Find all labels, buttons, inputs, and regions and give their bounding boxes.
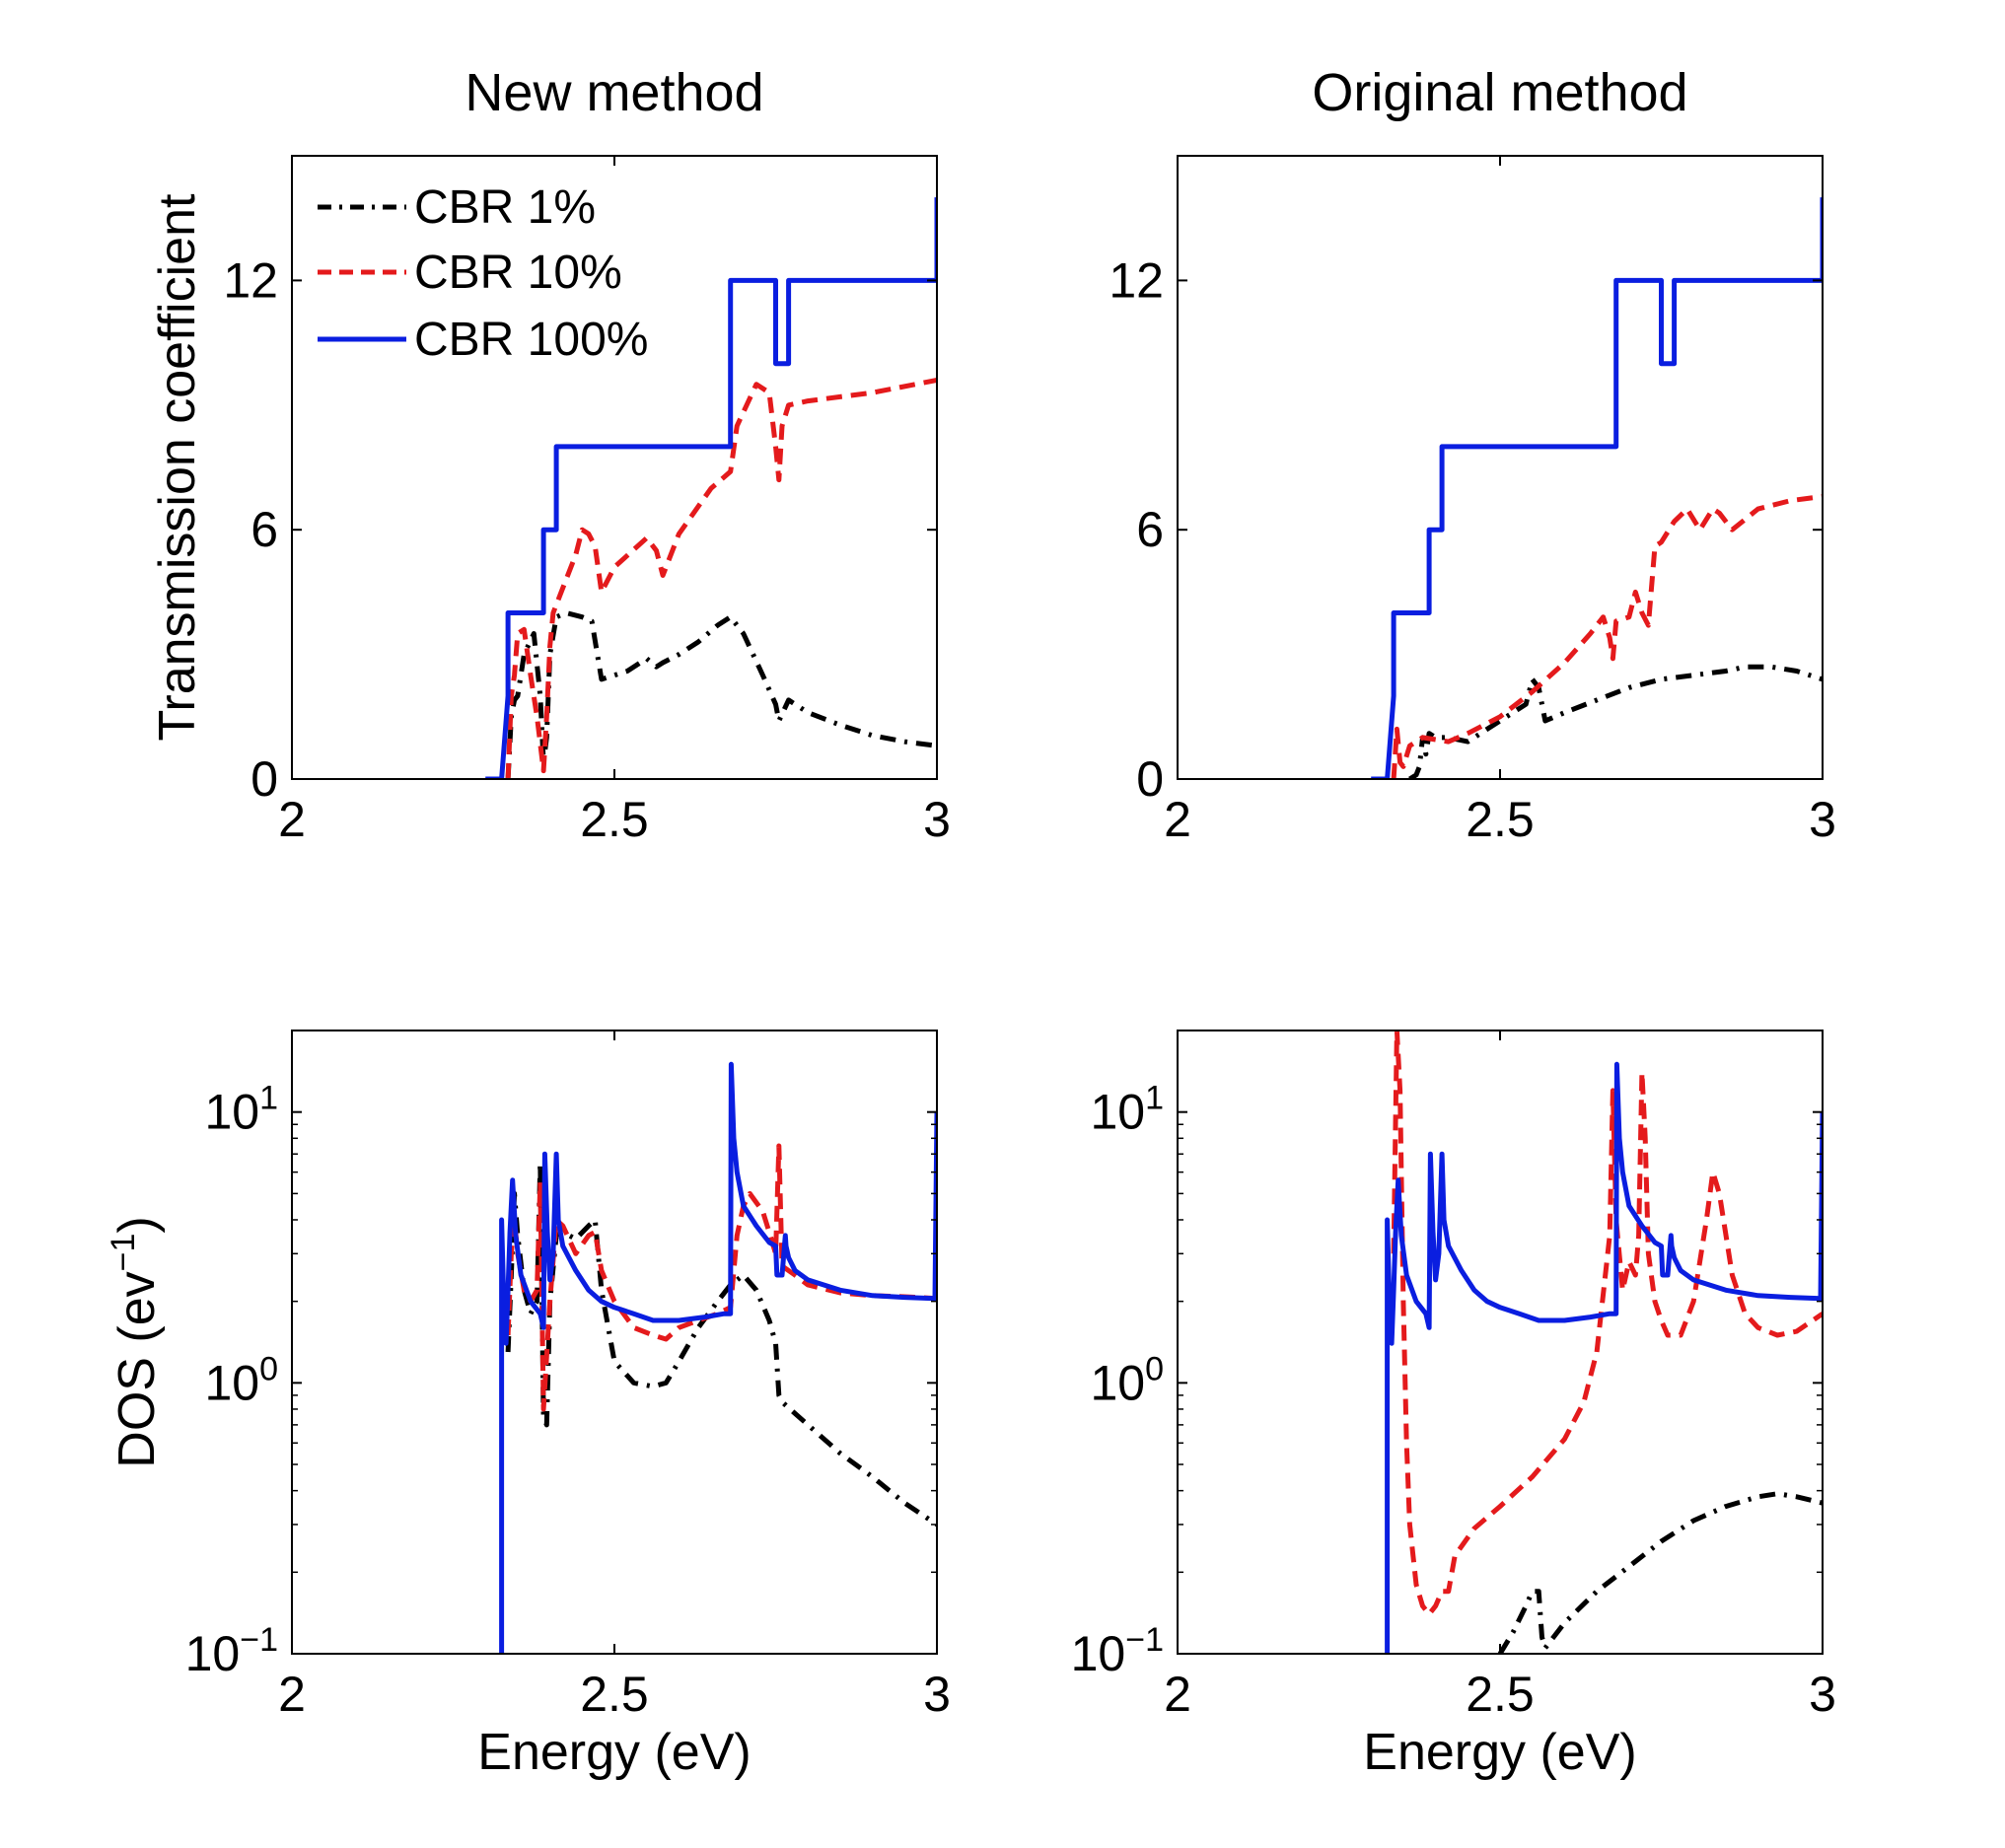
x-tick-label: 2 bbox=[278, 1667, 306, 1722]
series-line-cbr-100 bbox=[499, 1061, 937, 1654]
x-tick-label: 2 bbox=[1164, 1667, 1191, 1722]
y-tick-label: 0 bbox=[1136, 751, 1164, 807]
y-tick-exponent: −1 bbox=[240, 1621, 278, 1659]
series-layer bbox=[1385, 1031, 1823, 1654]
y-tick-base: 10 bbox=[1071, 1626, 1126, 1681]
series-line-cbr-1 bbox=[1408, 664, 1823, 779]
legend-label-cbr-10: CBR 10% bbox=[414, 247, 622, 299]
series-line-cbr-1 bbox=[505, 610, 937, 779]
y-tick-label: 101 bbox=[1090, 1080, 1164, 1140]
y-tick-exponent: −1 bbox=[1125, 1621, 1164, 1659]
y-tick-label: 100 bbox=[1090, 1350, 1164, 1410]
series-line-cbr-10 bbox=[1391, 494, 1823, 779]
y-axis-label-suffix: ) bbox=[108, 1216, 166, 1233]
y-axis-label: DOS (ev−1) bbox=[105, 1216, 166, 1467]
y-tick-exponent: 1 bbox=[259, 1080, 278, 1117]
y-tick-label: 12 bbox=[223, 252, 278, 308]
y-tick-label: 10−1 bbox=[185, 1621, 278, 1681]
x-tick-label: 2.5 bbox=[1466, 792, 1535, 847]
series-line-cbr-10 bbox=[505, 1143, 937, 1412]
y-tick-label: 10−1 bbox=[1071, 1621, 1164, 1681]
y-tick-base: 10 bbox=[204, 1085, 259, 1140]
y-axis-label: Transmission coefficient bbox=[149, 193, 206, 741]
y-tick-base: 10 bbox=[185, 1626, 241, 1681]
series-line-cbr-100 bbox=[485, 197, 937, 779]
y-tick-label: 101 bbox=[204, 1080, 278, 1140]
original-method-transmission-panel: Original method 2 2.5 3 0 6 12 bbox=[1109, 63, 1836, 847]
y-tick-exponent: 0 bbox=[259, 1350, 278, 1387]
x-axis-label: Energy (eV) bbox=[477, 1724, 751, 1781]
tick-layer: 2 2.5 3 0 6 12 bbox=[1109, 156, 1836, 847]
legend-entry-cbr-100: CBR 100% bbox=[318, 314, 648, 366]
y-tick-label: 100 bbox=[204, 1350, 278, 1410]
x-tick-label: 3 bbox=[1809, 1667, 1836, 1722]
y-axis-label-main: DOS (ev bbox=[108, 1271, 166, 1467]
x-tick-label: 2 bbox=[1164, 792, 1191, 847]
series-layer bbox=[1371, 197, 1823, 779]
panel-title: Original method bbox=[1312, 63, 1687, 122]
legend: CBR 1% CBR 10% CBR 100% bbox=[318, 181, 648, 366]
series-line-cbr-1 bbox=[1497, 1491, 1823, 1654]
series-line-cbr-10 bbox=[505, 378, 937, 779]
legend-entry-cbr-10: CBR 10% bbox=[318, 247, 622, 299]
x-tick-label: 2.5 bbox=[1466, 1667, 1535, 1722]
tick-layer: 2 2.5 3 0 6 12 bbox=[223, 156, 951, 847]
x-tick-label: 2.5 bbox=[580, 1667, 649, 1722]
x-axis-label: Energy (eV) bbox=[1363, 1724, 1636, 1781]
y-tick-exponent: 1 bbox=[1145, 1080, 1164, 1117]
x-tick-label: 3 bbox=[923, 1667, 951, 1722]
y-tick-base: 10 bbox=[1090, 1355, 1145, 1410]
legend-entry-cbr-1: CBR 1% bbox=[318, 181, 596, 234]
x-tick-label: 3 bbox=[1809, 792, 1836, 847]
legend-label-cbr-100: CBR 100% bbox=[414, 314, 648, 366]
y-axis-label-superscript: −1 bbox=[105, 1234, 142, 1272]
y-tick-base: 10 bbox=[204, 1355, 259, 1410]
series-line-cbr-100 bbox=[1385, 1061, 1823, 1654]
series-line-cbr-10 bbox=[1391, 1031, 1823, 1617]
new-method-transmission-panel: New method Transmission coefficient 2 2.5… bbox=[149, 63, 951, 847]
y-tick-label: 0 bbox=[251, 751, 278, 807]
y-tick-label: 6 bbox=[251, 502, 278, 557]
y-tick-label: 12 bbox=[1109, 252, 1164, 308]
series-layer bbox=[499, 1061, 937, 1654]
series-line-cbr-100 bbox=[1371, 197, 1823, 779]
panel-title: New method bbox=[465, 63, 763, 122]
legend-label-cbr-1: CBR 1% bbox=[414, 181, 596, 234]
x-tick-label: 2 bbox=[278, 792, 306, 847]
y-tick-label: 6 bbox=[1136, 502, 1164, 557]
series-layer bbox=[485, 197, 937, 779]
x-tick-label: 2.5 bbox=[580, 792, 649, 847]
x-tick-label: 3 bbox=[923, 792, 951, 847]
y-tick-exponent: 0 bbox=[1145, 1350, 1164, 1387]
y-tick-base: 10 bbox=[1090, 1085, 1145, 1140]
